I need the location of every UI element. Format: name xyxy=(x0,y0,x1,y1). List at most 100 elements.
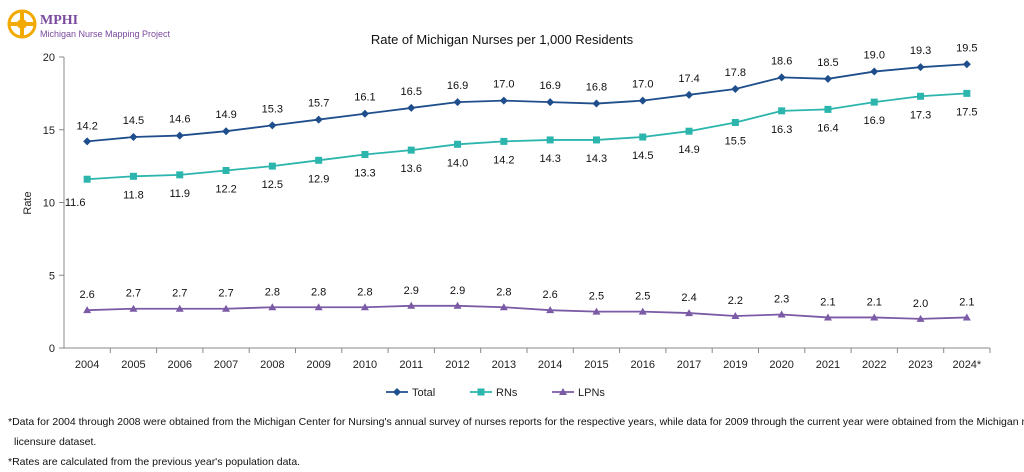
line-chart: Rate of Michigan Nurses per 1,000 Reside… xyxy=(22,32,991,399)
data-label-lpns: 2.1 xyxy=(820,296,835,308)
data-label-lpns: 2.5 xyxy=(589,291,604,303)
data-point-total xyxy=(314,115,323,124)
y-tick-label: 20 xyxy=(43,52,55,64)
x-tick-label: 2011 xyxy=(399,359,423,371)
data-point-total xyxy=(592,99,601,108)
legend-marker-rns xyxy=(477,388,485,396)
data-label-rns: 14.0 xyxy=(447,157,468,169)
data-point-lpns xyxy=(546,306,555,314)
data-label-lpns: 2.8 xyxy=(496,286,511,298)
data-label-rns: 12.2 xyxy=(215,183,236,195)
legend-marker-lpns xyxy=(559,388,567,395)
data-label-total: 19.0 xyxy=(864,50,885,62)
data-label-rns: 16.4 xyxy=(817,122,838,134)
data-point-lpns xyxy=(268,303,277,311)
legend-item-total: Total xyxy=(386,387,435,399)
data-point-rns xyxy=(361,150,369,158)
data-point-total xyxy=(222,127,231,136)
data-label-lpns: 2.5 xyxy=(635,291,650,303)
data-label-rns: 17.5 xyxy=(956,106,977,118)
series-rns: 11.6 11.8 11.9 12.2 12.5 12.9 13.3 13.6 14.0 14.2… xyxy=(65,89,978,209)
x-tick-label: 2005 xyxy=(121,359,145,371)
x-tick-label: 2010 xyxy=(353,359,377,371)
data-label-rns: 11.8 xyxy=(123,189,144,201)
data-label-lpns: 2.2 xyxy=(728,295,743,307)
x-tick-label: 2014 xyxy=(538,359,562,371)
data-point-rns xyxy=(870,98,878,106)
data-point-rns xyxy=(546,136,554,144)
x-tick-label: 2017 xyxy=(677,359,701,371)
data-label-total: 16.9 xyxy=(447,80,468,92)
data-point-lpns xyxy=(222,304,231,312)
legend-marker-total xyxy=(393,388,401,396)
data-label-lpns: 2.1 xyxy=(959,296,974,308)
axes: 0 5 10 15 20 2004 2005 2006 2007 2008 2009 2010 2011… xyxy=(43,52,991,371)
data-label-total: 19.3 xyxy=(910,45,931,57)
data-label-lpns: 2.8 xyxy=(265,286,280,298)
x-tick-label: 2023 xyxy=(908,359,932,371)
data-point-total xyxy=(83,137,92,146)
footnote-data-source: *Data for 2004 through 2008 were obtaine… xyxy=(8,416,1024,428)
data-label-lpns: 2.7 xyxy=(126,288,141,300)
legend: Total RNs LPNs xyxy=(386,387,605,399)
series-layer: 14.2 14.5 14.6 14.9 15.3 15.7 16.1 16.5 16.9 17.0… xyxy=(65,42,978,322)
data-point-total xyxy=(499,96,508,105)
data-point-rns xyxy=(176,171,184,179)
x-tick-label: 2021 xyxy=(816,359,840,371)
data-point-total xyxy=(546,98,555,107)
data-point-lpns xyxy=(453,301,462,309)
data-label-rns: 16.9 xyxy=(864,115,885,127)
data-label-total: 19.5 xyxy=(956,42,977,54)
data-point-total xyxy=(731,85,740,94)
data-label-rns: 16.3 xyxy=(771,124,792,136)
x-tick-label: 2004 xyxy=(75,359,99,371)
logo-subtitle: Michigan Nurse Mapping Project xyxy=(40,29,171,39)
data-point-rns xyxy=(500,137,508,145)
legend-item-lpns: LPNs xyxy=(552,387,605,399)
data-point-lpns xyxy=(638,307,647,315)
data-label-rns: 14.2 xyxy=(493,154,514,166)
data-label-rns: 12.9 xyxy=(308,173,329,185)
data-point-total xyxy=(962,60,971,69)
data-label-lpns: 2.0 xyxy=(913,298,928,310)
y-tick-label: 10 xyxy=(43,198,55,210)
series-line-total xyxy=(87,63,967,143)
data-point-rns xyxy=(83,175,91,183)
x-tick-label: 2009 xyxy=(306,359,330,371)
data-label-lpns: 2.4 xyxy=(681,292,696,304)
footnote-rates: *Rates are calculated from the previous … xyxy=(8,456,301,468)
legend-label-rns: RNs xyxy=(496,387,518,399)
data-label-lpns: 2.9 xyxy=(450,285,465,297)
y-axis-label: Rate xyxy=(22,191,34,214)
logo-mark-icon xyxy=(7,9,37,39)
data-point-total xyxy=(685,90,694,99)
data-point-rns xyxy=(778,107,786,115)
data-label-total: 15.3 xyxy=(262,103,283,115)
data-point-lpns xyxy=(407,301,416,309)
data-label-rns: 11.9 xyxy=(169,188,190,200)
data-point-lpns xyxy=(499,303,508,311)
x-tick-label: 2024* xyxy=(952,359,981,371)
data-point-rns xyxy=(731,118,739,126)
data-point-lpns xyxy=(685,309,694,317)
data-point-rns xyxy=(917,92,925,100)
data-label-total: 16.5 xyxy=(401,86,422,98)
data-label-rns: 14.3 xyxy=(539,153,560,165)
data-point-total xyxy=(129,133,138,142)
data-label-total: 14.9 xyxy=(215,109,236,121)
x-tick-label: 2019 xyxy=(723,359,747,371)
data-label-rns: 12.5 xyxy=(262,179,283,191)
data-point-rns xyxy=(315,156,323,164)
data-point-rns xyxy=(268,162,276,170)
data-label-lpns: 2.6 xyxy=(543,289,558,301)
data-label-total: 14.5 xyxy=(123,115,144,127)
data-point-lpns xyxy=(360,303,369,311)
data-point-lpns xyxy=(731,311,740,319)
x-tick-label: 2012 xyxy=(445,359,469,371)
data-label-rns: 14.3 xyxy=(586,153,607,165)
x-tick-label: 2008 xyxy=(260,359,284,371)
data-label-total: 16.1 xyxy=(354,92,375,104)
data-point-total xyxy=(453,98,462,107)
series-lpns: 2.6 2.7 2.7 2.7 2.8 2.8 2.8 2.9 2.9 2.8 2.6 2.5 2.5 2… xyxy=(80,285,974,322)
data-label-lpns: 2.9 xyxy=(404,285,419,297)
